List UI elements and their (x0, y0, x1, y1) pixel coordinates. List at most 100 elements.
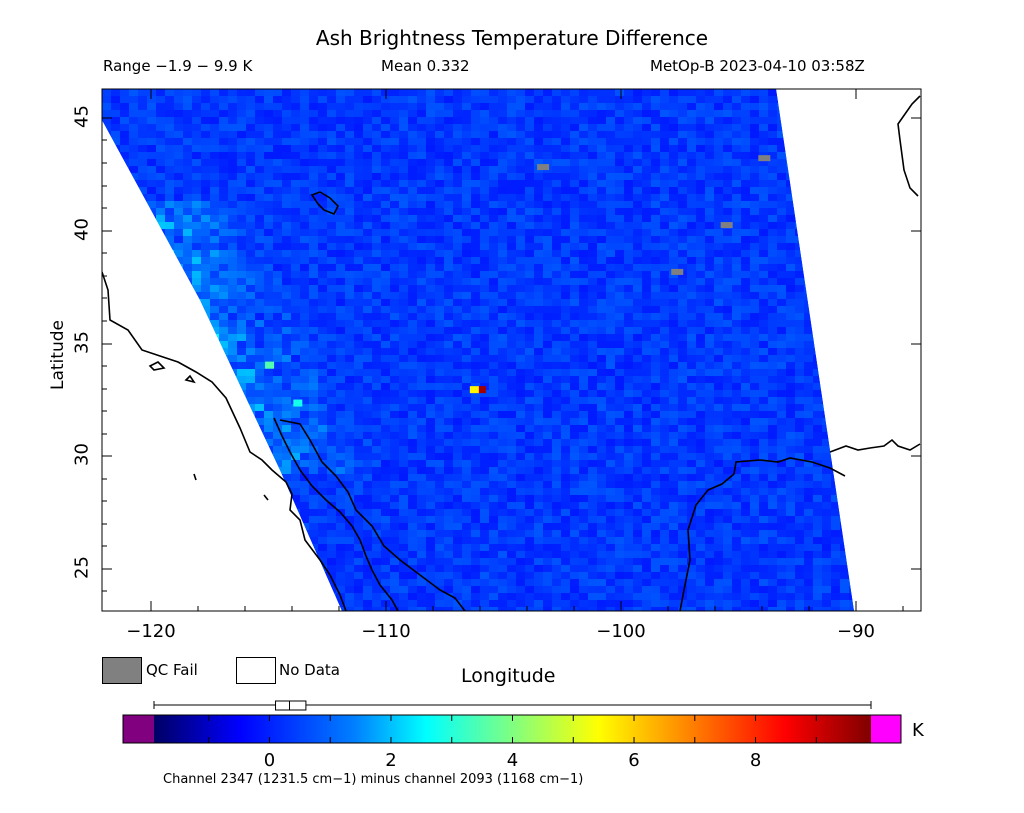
swath-cell (768, 341, 777, 348)
swath-cell (480, 376, 489, 383)
swath-cell (615, 404, 624, 411)
swath-cell (300, 334, 309, 341)
swath-cell (543, 285, 552, 292)
swath-cell (579, 257, 588, 264)
swath-cell (606, 257, 615, 264)
swath-cell (552, 243, 561, 250)
swath-cell (273, 250, 282, 257)
swath-cell (507, 404, 516, 411)
swath-cell (246, 306, 255, 313)
swath-cell (138, 446, 147, 453)
swath-cell (678, 166, 687, 173)
swath-cell (795, 271, 804, 278)
swath-cell (642, 145, 651, 152)
swath-cell (705, 89, 714, 96)
swath-cell (372, 264, 381, 271)
swath-cell (309, 376, 318, 383)
swath-cell (192, 320, 201, 327)
swath-cell (210, 201, 219, 208)
swath-cell (408, 369, 417, 376)
swath-cell (273, 362, 282, 369)
swath-cell (489, 180, 498, 187)
swath-cell (786, 194, 795, 201)
swath-cell (642, 313, 651, 320)
swath-cell (390, 124, 399, 131)
swath-cell (849, 124, 854, 131)
swath-cell (768, 432, 777, 439)
swath-cell (543, 418, 552, 425)
swath-cell (705, 110, 714, 117)
swath-cell (840, 320, 849, 327)
swath-cell (219, 187, 228, 194)
swath-cell (507, 355, 516, 362)
swath-cell (534, 418, 543, 425)
swath-cell (192, 481, 201, 488)
swath-cell (399, 159, 408, 166)
swath-cell (642, 124, 651, 131)
swath-cell (579, 355, 588, 362)
swath-cell (219, 278, 228, 285)
swath-cell (174, 327, 183, 334)
swath-cell (795, 327, 804, 334)
swath-cell (633, 131, 642, 138)
swath-cell (192, 418, 201, 425)
swath-cell (237, 180, 246, 187)
swath-cell (687, 152, 696, 159)
swath-cell (606, 194, 615, 201)
swath-cell (543, 481, 552, 488)
swath-cell (417, 432, 426, 439)
swath-cell (345, 243, 354, 250)
swath-cell (183, 446, 192, 453)
swath-cell (291, 215, 300, 222)
swath-cell (453, 327, 462, 334)
swath-cell (336, 271, 345, 278)
swath-cell (264, 264, 273, 271)
swath-cell (183, 320, 192, 327)
swath-cell (120, 131, 129, 138)
swath-cell (282, 341, 291, 348)
swath-cell (660, 467, 669, 474)
swath-cell (822, 348, 831, 355)
swath-cell (759, 166, 768, 173)
swath-cell (237, 327, 246, 334)
swath-cell (480, 103, 489, 110)
swath-cell (462, 278, 471, 285)
swath-cell (120, 397, 129, 404)
swath-cell (345, 103, 354, 110)
swath-cell (471, 110, 480, 117)
swath-cell (246, 390, 255, 397)
swath-cell (291, 222, 300, 229)
swath-cell (831, 236, 840, 243)
swath-cell (102, 257, 111, 264)
swath-cell (840, 313, 849, 320)
swath-cell (219, 306, 228, 313)
swath-cell (741, 453, 750, 460)
swath-cell (543, 201, 552, 208)
swath-cell (570, 152, 579, 159)
swath-cell (507, 334, 516, 341)
swath-cell (642, 264, 651, 271)
swath-cell (678, 341, 687, 348)
swath-cell (543, 257, 552, 264)
swath-cell (750, 145, 759, 152)
swath-cell (552, 495, 561, 502)
swath-cell (759, 404, 768, 411)
swath-cell (264, 152, 273, 159)
swath-cell (687, 299, 696, 306)
swath-cell (228, 278, 237, 285)
swath-cell (255, 138, 264, 145)
swath-cell (147, 96, 156, 103)
swath-cell (507, 103, 516, 110)
swath-cell (696, 383, 705, 390)
swath-cell (309, 131, 318, 138)
swath-cell (327, 418, 336, 425)
swath-cell (858, 145, 867, 152)
swath-cell (111, 264, 120, 271)
swath-cell (381, 355, 390, 362)
swath-cell (660, 152, 669, 159)
swath-cell (822, 418, 831, 425)
swath-cell (678, 299, 687, 306)
swath-cell (858, 404, 867, 411)
swath-cell (525, 215, 534, 222)
swath-cell (471, 341, 480, 348)
